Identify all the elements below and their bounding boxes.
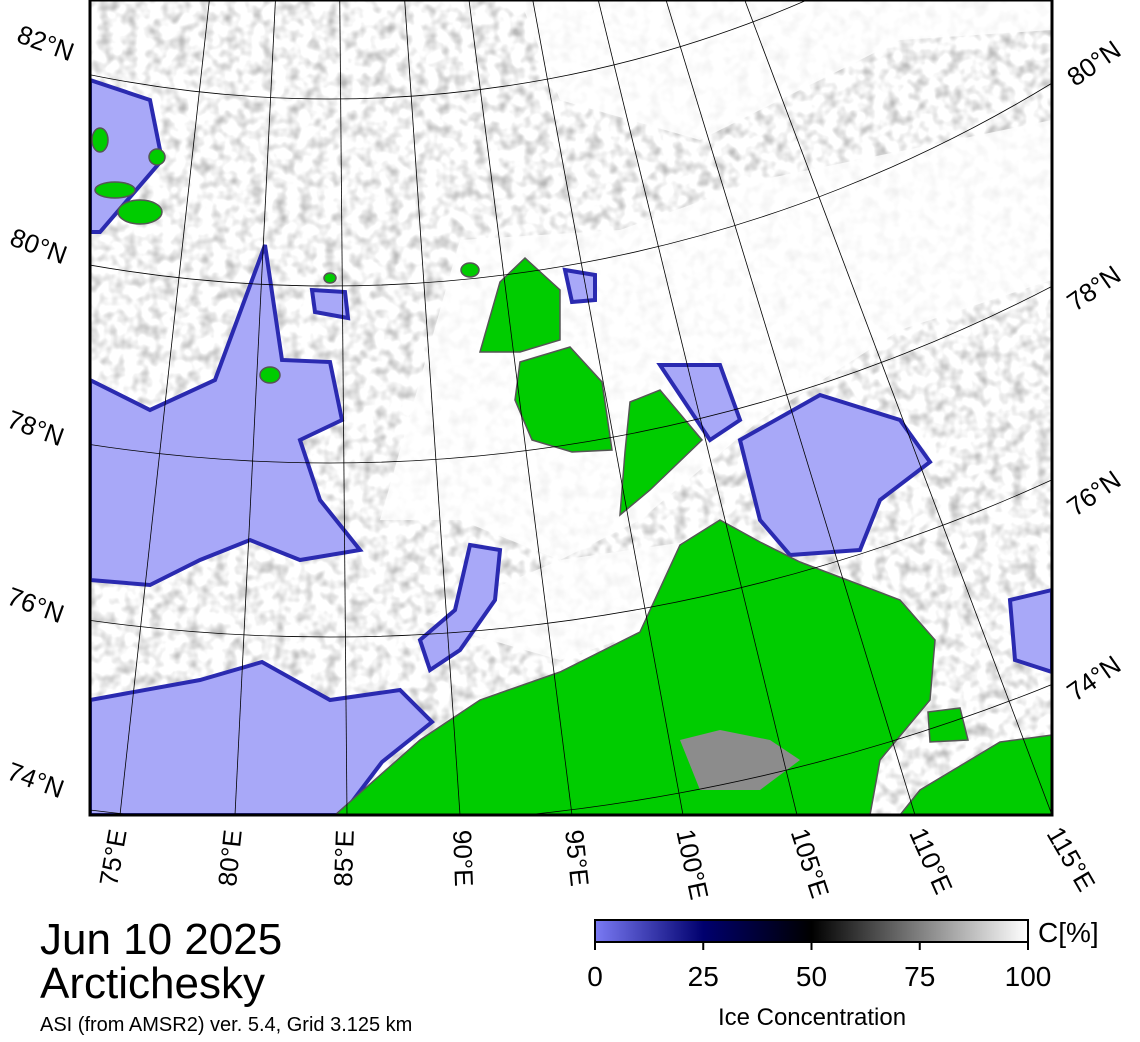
- latitude-label: 74°N: [1061, 649, 1126, 707]
- colorbar-label: Ice Concentration: [718, 1004, 906, 1031]
- longitude-label: 95°E: [559, 828, 595, 887]
- meridian-line: [339, 0, 348, 815]
- colorbar-unit: C[%]: [1038, 917, 1099, 948]
- latitude-label: 74°N: [3, 756, 68, 804]
- colorbar-tick-label: 50: [796, 961, 827, 992]
- longitude-label: 85°E: [328, 829, 360, 887]
- colorbar-ramp: [594, 919, 1029, 943]
- longitude-label: 80°E: [212, 828, 248, 887]
- meridian-line: [234, 0, 276, 815]
- latitude-line: [90, 0, 808, 100]
- colorbar-tick-label: 0: [587, 961, 603, 992]
- meridian-line: [404, 0, 461, 815]
- latitude-label: 78°N: [1061, 259, 1126, 317]
- longitude-label: 115°E: [1041, 821, 1102, 896]
- meridian-line: [119, 0, 210, 815]
- map-frame: [88, 0, 1054, 817]
- open-water: [90, 77, 1052, 815]
- longitude-label: 100°E: [670, 826, 714, 902]
- colorbar-tick-label: 25: [688, 961, 719, 992]
- land-relief: [680, 730, 800, 790]
- meridian-line: [532, 0, 684, 815]
- latitude-label: 76°N: [3, 581, 68, 629]
- meridian-line: [744, 0, 1052, 815]
- latitude-label: 82°N: [13, 19, 78, 67]
- graticule: [90, 0, 1052, 815]
- latitude-label: 76°N: [1061, 464, 1126, 522]
- colorbar: C[%] Ice Concentration 0 25 50 75 100: [587, 917, 1098, 1031]
- date: Jun 10 2025: [40, 915, 282, 964]
- region: Arctichesky: [40, 959, 265, 1008]
- longitude-label: 90°E: [447, 829, 479, 887]
- source: ASI (from AMSR2) ver. 5.4, Grid 3.125 km: [40, 1014, 412, 1036]
- latitude-label: 78°N: [3, 404, 68, 452]
- longitude-label: 105°E: [785, 825, 836, 902]
- longitude-label: 75°E: [93, 827, 132, 888]
- meridian-line: [597, 0, 798, 815]
- colorbar-tick-label: 100: [1005, 961, 1052, 992]
- meridian-line: [665, 0, 916, 815]
- meridian-line: [468, 0, 573, 815]
- latitude-label: 80°N: [6, 222, 71, 270]
- latitude-label: 80°N: [1061, 34, 1126, 92]
- map-area: [90, 0, 1052, 815]
- colorbar-tick-label: 75: [904, 961, 935, 992]
- longitude-label: 110°E: [903, 823, 959, 898]
